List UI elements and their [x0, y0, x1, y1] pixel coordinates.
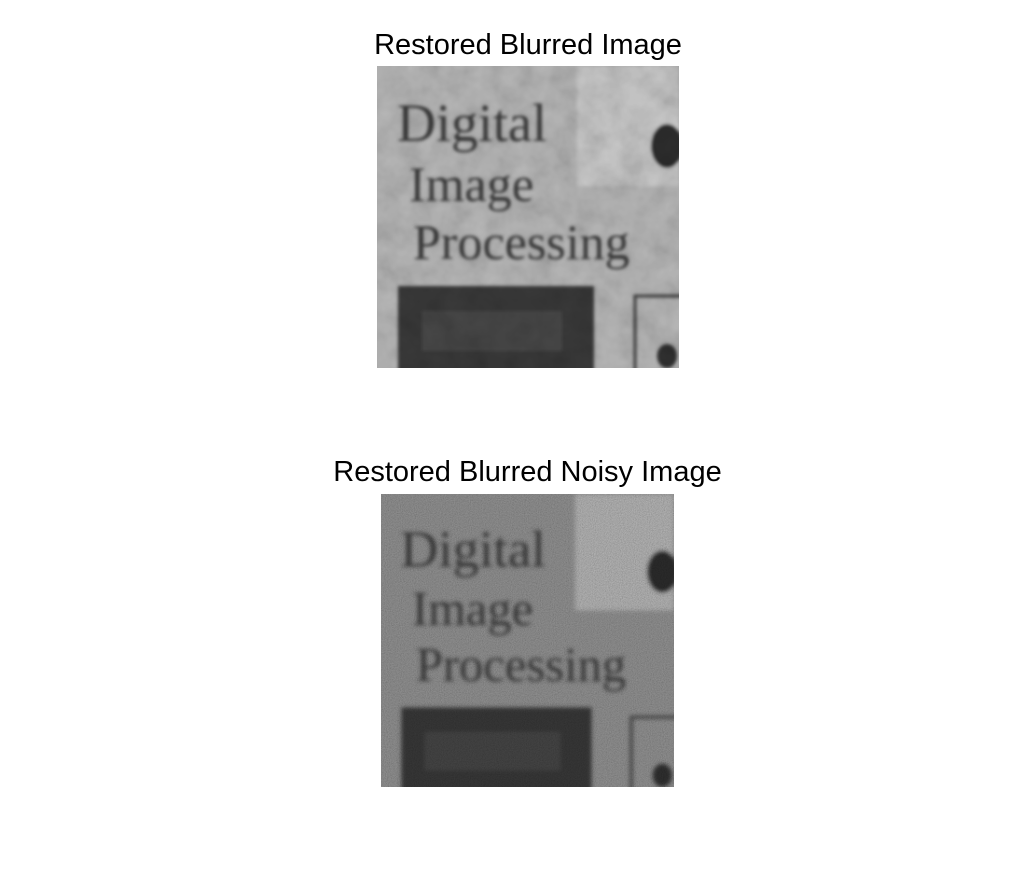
image-grain — [377, 66, 679, 368]
restored-image: DigitalImageProcessing — [377, 66, 679, 368]
image-content: DigitalImageProcessing — [377, 66, 679, 368]
image-content: DigitalImageProcessing — [381, 494, 675, 788]
panel-title: Restored Blurred Noisy Image — [333, 456, 721, 488]
panel-title: Restored Blurred Image — [374, 29, 682, 61]
restored-image: DigitalImageProcessing — [381, 494, 675, 788]
image-grain — [381, 494, 674, 787]
